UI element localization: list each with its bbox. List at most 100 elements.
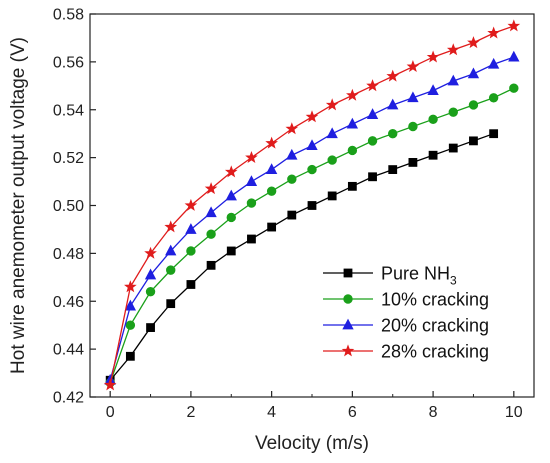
data-point [125,320,136,330]
y-tick-label: 0.56 [53,54,84,71]
data-point [407,91,419,103]
data-point [306,139,318,151]
data-point [388,165,398,174]
data-point [488,93,499,103]
data-point [266,186,277,196]
data-point [326,127,338,139]
x-tick-label: 4 [267,404,276,421]
data-point [285,122,299,135]
x-tick-label: 6 [348,404,357,421]
data-point [286,148,298,160]
data-point [184,198,198,211]
data-point [124,299,137,311]
x-tick-label: 2 [186,404,195,421]
legend-item: 28% cracking [323,342,489,362]
data-point [103,378,117,391]
data-point [468,100,479,110]
data-point [305,110,319,123]
data-point [146,323,155,332]
data-point [206,260,216,270]
data-point [165,244,177,256]
data-point [287,210,297,220]
legend-item: 20% cracking [323,316,489,336]
data-point [144,246,157,259]
y-tick-label: 0.58 [53,7,84,24]
data-point [224,165,238,178]
data-point [446,43,460,56]
legend-label: 20% cracking [381,316,489,336]
data-point [245,175,258,186]
x-tick-label: 0 [106,404,115,421]
data-point [366,79,379,92]
data-point [307,164,317,175]
data-point [226,246,236,256]
data-point [387,98,399,110]
series-4 [103,19,521,391]
data-point [487,57,500,69]
data-point [265,136,278,149]
x-tick-label: 8 [429,404,438,421]
data-point [448,143,458,153]
data-point [368,172,377,182]
legend-marker [343,294,353,304]
series-3 [104,50,520,385]
y-tick-label: 0.44 [53,342,84,359]
data-point [325,98,339,111]
data-point [428,150,438,160]
data-point [226,212,236,223]
data-point [489,129,499,139]
data-point [246,198,257,208]
data-point [448,107,458,117]
data-point [508,50,520,62]
y-tick-label: 0.52 [53,150,84,167]
legend-label: Pure NH3 [381,264,457,288]
data-point [125,351,135,361]
series-1 [105,129,499,385]
data-point [265,163,278,174]
legend-item: Pure NH3 [323,264,457,288]
data-point [366,108,379,119]
data-point [245,150,258,164]
data-point [367,136,378,146]
data-point [124,280,137,293]
data-point [347,181,357,191]
legend-label: 28% cracking [381,342,489,362]
data-point [267,222,277,232]
data-point [327,155,337,165]
data-point [427,84,439,95]
data-point [205,206,217,218]
data-point [346,117,359,129]
data-point [408,121,418,132]
legend-marker [343,268,353,278]
data-point [386,69,400,82]
data-point [469,136,478,146]
data-point [408,158,418,167]
data-point [287,174,297,184]
data-point [225,189,237,201]
data-point [347,145,358,156]
legend-item: 10% cracking [323,290,489,310]
data-point [467,67,480,79]
data-point [327,191,337,201]
data-point [507,19,521,32]
series-line [109,87,515,383]
data-point [164,220,178,233]
series-2 [105,83,519,388]
y-axis-title: Hot wire anemometer output voltage (V) [8,37,29,374]
data-point [307,201,317,210]
data-point [428,114,438,125]
y-tick-label: 0.54 [53,102,84,119]
data-point [185,223,197,234]
data-point [145,286,156,297]
y-tick-label: 0.48 [53,246,84,263]
legend-marker [341,344,355,357]
data-point [447,74,459,86]
y-tick-label: 0.46 [53,294,84,311]
legend-label: 10% cracking [381,290,489,310]
data-point [166,299,176,309]
data-point [166,265,176,275]
data-point [406,60,420,73]
data-point [426,50,440,63]
data-point [204,182,218,195]
